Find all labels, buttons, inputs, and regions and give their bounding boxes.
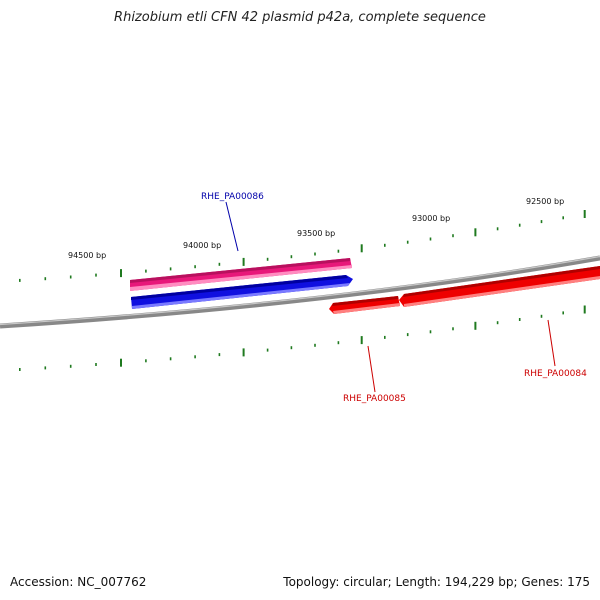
map-title: Rhizobium etli CFN 42 plasmid p42a, comp…: [114, 10, 486, 25]
tick-label-92500: 92500 bp: [526, 197, 564, 206]
gene-label-rhe-pa00085[interactable]: RHE_PA00085: [343, 394, 406, 404]
tick-track-lower: [18, 305, 586, 371]
sequence-backbone: [0, 255, 600, 329]
leader-rhe-pa00086: [225, 201, 239, 252]
tick-label-93500: 93500 bp: [297, 229, 335, 238]
tick-track-upper: [18, 210, 586, 282]
sequence-summary: Topology: circular; Length: 194,229 bp; …: [283, 575, 590, 589]
tick-label-93000: 93000 bp: [412, 214, 450, 223]
gene-rhe-pa00085[interactable]: [329, 296, 400, 314]
accession-text: Accession: NC_007762: [10, 575, 147, 589]
cds-rhe-pa00086[interactable]: [131, 275, 353, 309]
leader-rhe-pa00085: [367, 345, 376, 393]
gene-rhe-pa00086[interactable]: [130, 258, 352, 291]
leader-rhe-pa00084: [547, 319, 556, 367]
gene-rhe-pa00084[interactable]: [399, 266, 600, 307]
tick-label-94500: 94500 bp: [68, 251, 106, 260]
gene-label-rhe-pa00086[interactable]: RHE_PA00086: [201, 192, 264, 202]
tick-label-94000: 94000 bp: [183, 241, 221, 250]
gene-label-rhe-pa00084[interactable]: RHE_PA00084: [524, 369, 587, 379]
